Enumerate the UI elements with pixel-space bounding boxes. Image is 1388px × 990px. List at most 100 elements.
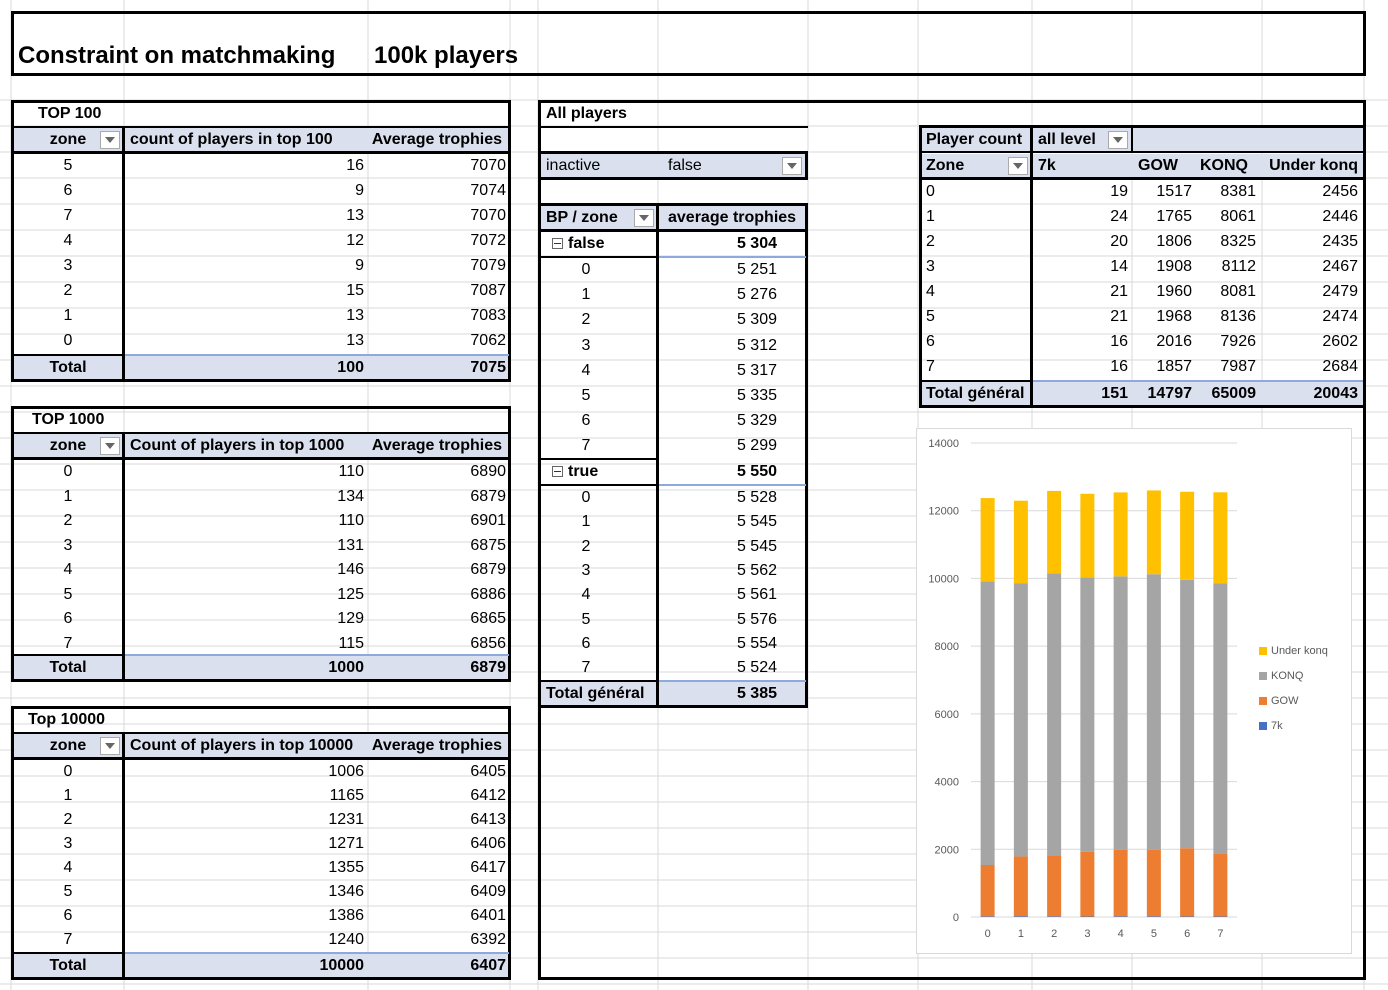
table-row-count: 15 [346, 282, 364, 299]
playercount-title: Player count [926, 131, 1023, 148]
pc-row-7k: 14 [1110, 258, 1128, 275]
pc-row-konq: 7926 [1220, 333, 1256, 350]
top100-col-avg: Average trophies [371, 131, 502, 148]
bar-segment-gow[interactable] [1146, 849, 1161, 917]
bar-segment-gow[interactable] [1113, 849, 1128, 917]
table-row-avg: 7070 [470, 207, 506, 224]
bar-segment-under-konq[interactable] [1113, 492, 1128, 577]
bar-segment-7k[interactable] [1047, 916, 1062, 917]
table-row-zone: 6 [63, 610, 73, 627]
y-tick-label: 12000 [928, 506, 959, 518]
table-row-count: 146 [337, 561, 364, 578]
legend-item[interactable]: GOW [1259, 695, 1299, 707]
top100-total-count: 100 [337, 359, 364, 376]
bar-segment-7k[interactable] [1213, 916, 1228, 917]
bar-segment-konq[interactable] [1113, 576, 1128, 850]
bar-segment-under-konq[interactable] [1080, 493, 1095, 578]
pivot-row-zone: 3 [581, 561, 591, 579]
x-tick-label: 2 [1051, 928, 1057, 940]
pivot-row-value: 5 528 [736, 489, 777, 506]
bar-segment-konq[interactable] [1013, 583, 1028, 857]
table-row-avg: 7087 [470, 282, 506, 299]
bar-segment-under-konq[interactable] [1047, 490, 1062, 574]
top10000-zone-filter-dropdown[interactable] [100, 737, 120, 755]
bar-segment-under-konq[interactable] [1146, 490, 1161, 575]
table-row-count: 110 [338, 463, 364, 480]
pc-row-gow: 1806 [1156, 233, 1192, 250]
table-row-count: 16 [346, 157, 364, 174]
bar-segment-under-konq[interactable] [980, 498, 995, 582]
collapse-false-icon[interactable] [552, 238, 563, 249]
playercount-total-konq: 65009 [1211, 385, 1257, 402]
pc-row-konq: 8061 [1220, 208, 1256, 225]
top1000-zone-filter-dropdown[interactable] [100, 437, 120, 455]
collapse-true-icon[interactable] [552, 466, 563, 477]
level-filter-dropdown[interactable] [1108, 131, 1128, 149]
stacked-bar-chart[interactable]: 0 2000 4000 6000 8000 10000 12000 14000 0 1 2 3 4 5 6 7… [916, 428, 1352, 954]
bar-segment-gow[interactable] [1013, 856, 1028, 917]
pivot-row-zone: 2 [581, 311, 591, 329]
pc-row-konq: 8381 [1220, 183, 1256, 200]
top1000-total-count: 1000 [328, 659, 364, 676]
table-row-avg: 7062 [470, 332, 506, 349]
table-row-zone: 6 [63, 182, 73, 199]
pivot-row-value: 5 545 [736, 513, 777, 531]
inactive-filter-dropdown[interactable] [782, 157, 802, 175]
bar-segment-konq[interactable] [980, 581, 995, 865]
table-row-zone: 4 [63, 561, 73, 578]
pc-row-zone: 2 [926, 233, 935, 250]
bar-segment-7k[interactable] [1113, 916, 1128, 917]
bar-segment-konq[interactable] [1146, 574, 1161, 850]
inactive-filter-value[interactable]: false [668, 157, 702, 174]
pivot-row-zone: 0 [581, 489, 591, 506]
pivot-row-zone: 7 [581, 437, 591, 455]
table-row-avg: 6879 [470, 487, 506, 505]
bar-segment-konq[interactable] [1080, 577, 1095, 852]
bar-segment-konq[interactable] [1180, 579, 1195, 849]
pc-row-gow: 1765 [1156, 208, 1192, 225]
table-row-zone: 7 [63, 931, 73, 948]
table-row-count: 13 [346, 307, 364, 324]
bar-segment-7k[interactable] [980, 916, 995, 917]
playercount-level-filter[interactable]: all level [1038, 131, 1096, 148]
legend-item[interactable]: Under konq [1259, 645, 1328, 657]
table-row-zone: 2 [63, 282, 73, 299]
legend-swatch [1259, 647, 1267, 656]
playercount-col-7k: 7k [1038, 157, 1056, 174]
allplayers-col-avg: average trophies [668, 209, 797, 226]
page-subtitle: 100k players [374, 42, 519, 69]
bar-segment-under-konq[interactable] [1013, 500, 1028, 584]
x-tick-label: 4 [1118, 928, 1124, 940]
bar-segment-konq[interactable] [1047, 573, 1062, 856]
pc-row-7k: 21 [1110, 283, 1128, 300]
bar-segment-under-konq[interactable] [1180, 491, 1195, 580]
legend-item[interactable]: KONQ [1259, 670, 1303, 682]
bar-segment-gow[interactable] [1213, 853, 1228, 917]
zone-filter-dropdown[interactable] [1008, 157, 1028, 175]
pivot-row-zone: 6 [581, 634, 591, 652]
bar-segment-7k[interactable] [1013, 916, 1028, 917]
bar-segment-7k[interactable] [1180, 916, 1195, 917]
bar-segment-gow[interactable] [1180, 848, 1195, 917]
top100-zone-filter-dropdown[interactable] [100, 131, 120, 149]
group-true-label: true [568, 463, 599, 480]
bpzone-filter-dropdown[interactable] [634, 209, 654, 227]
table-row-zone: 7 [63, 207, 73, 224]
bar-segment-gow[interactable] [1047, 855, 1062, 917]
table-row-zone: 5 [63, 883, 73, 900]
top10000-total-label: Total [49, 957, 87, 974]
bar-segment-gow[interactable] [1080, 851, 1095, 917]
y-tick-label: 8000 [935, 641, 959, 653]
bar-segment-7k[interactable] [1146, 916, 1161, 917]
bar-segment-under-konq[interactable] [1213, 492, 1228, 584]
bar-segment-konq[interactable] [1213, 583, 1228, 854]
allplayers-total-label: Total général [546, 685, 645, 702]
top1000-title: TOP 1000 [32, 411, 105, 428]
bar-segment-gow[interactable] [980, 864, 995, 917]
table-row-count: 9 [355, 257, 364, 274]
top10000-total-count: 10000 [319, 957, 365, 974]
top10000-col-avg: Average trophies [371, 737, 502, 754]
legend-label: 7k [1271, 720, 1283, 732]
legend-item[interactable]: 7k [1259, 720, 1283, 732]
table-row-count: 1165 [329, 787, 364, 804]
